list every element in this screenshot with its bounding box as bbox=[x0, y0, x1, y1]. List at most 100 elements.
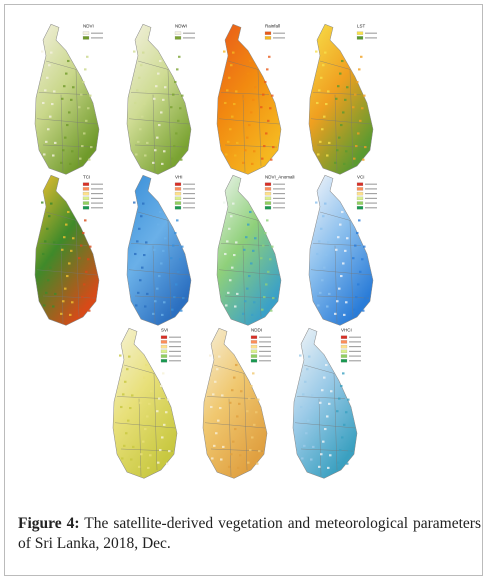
legend-swatch bbox=[160, 354, 168, 358]
pixel-patch bbox=[135, 153, 138, 156]
pixel-patch bbox=[337, 236, 340, 239]
pixel-patch bbox=[232, 51, 235, 54]
pixel-patch bbox=[327, 90, 330, 93]
pixel-patch bbox=[248, 123, 251, 127]
legend-text-placeholder bbox=[273, 207, 285, 209]
legend-text-placeholder bbox=[273, 37, 285, 39]
pixel-patch bbox=[85, 270, 88, 273]
legend-text-placeholder bbox=[273, 197, 285, 199]
pixel-patch bbox=[79, 157, 82, 160]
pixel-patch bbox=[159, 59, 162, 63]
pixel-patch bbox=[52, 305, 55, 308]
pixel-patch bbox=[140, 453, 143, 456]
legend-swatch bbox=[174, 191, 182, 196]
pixel-patch bbox=[319, 291, 322, 294]
legend-swatch bbox=[160, 359, 168, 363]
pixel-patch bbox=[158, 275, 161, 278]
legend-swatch bbox=[160, 340, 168, 344]
pixel-patch bbox=[325, 103, 328, 106]
pixel-patch bbox=[323, 266, 326, 269]
pixel-patch bbox=[345, 150, 348, 153]
pixel-patch bbox=[242, 312, 245, 315]
pixel-patch bbox=[164, 237, 167, 240]
legend-swatch bbox=[82, 187, 90, 191]
legend-text-placeholder bbox=[183, 188, 195, 190]
pixel-patch bbox=[245, 85, 248, 88]
pixel-patch bbox=[62, 300, 65, 303]
legend-text-placeholder bbox=[259, 336, 271, 338]
pixel-patch bbox=[231, 115, 234, 118]
pixel-patch bbox=[236, 292, 239, 295]
pixel-patch bbox=[232, 202, 235, 205]
pixel-patch bbox=[171, 308, 174, 311]
legend-swatch bbox=[82, 182, 90, 186]
pixel-patch bbox=[80, 244, 83, 247]
legend-swatch bbox=[82, 196, 90, 201]
pixel-patch bbox=[251, 162, 254, 165]
legend-text-placeholder bbox=[169, 355, 181, 357]
pixel-patch bbox=[253, 150, 256, 153]
pixel-patch bbox=[308, 355, 311, 358]
district-lines bbox=[218, 60, 280, 173]
pixel-patch bbox=[218, 355, 221, 358]
pixel-patch bbox=[324, 428, 327, 431]
legend-text-placeholder bbox=[349, 336, 361, 338]
pixel-patch bbox=[134, 252, 137, 256]
legend-swatch bbox=[174, 201, 182, 205]
pixel-patch bbox=[129, 407, 132, 410]
pixel-patch bbox=[48, 215, 51, 218]
pixel-patch bbox=[147, 466, 150, 469]
pixel-patch bbox=[326, 305, 329, 308]
pixel-patch bbox=[341, 59, 344, 63]
pixel-patch bbox=[328, 141, 331, 144]
legend-text-placeholder bbox=[273, 183, 285, 185]
pixel-patch bbox=[245, 236, 248, 239]
pixel-patch bbox=[358, 68, 361, 71]
pixel-patch bbox=[89, 245, 92, 248]
pixel-patch bbox=[236, 141, 239, 144]
pixel-patch bbox=[81, 296, 84, 299]
pixel-patch bbox=[303, 444, 306, 447]
pixel-patch bbox=[341, 436, 344, 439]
district-lines bbox=[310, 60, 372, 173]
pixel-patch bbox=[228, 76, 231, 79]
pixel-patch bbox=[84, 219, 87, 222]
pixel-patch bbox=[320, 227, 323, 230]
pixel-patch bbox=[68, 111, 71, 114]
pixel-patch bbox=[240, 390, 243, 393]
map-panel: NDWI bbox=[126, 23, 195, 175]
pixel-patch bbox=[262, 93, 265, 96]
pixel-patch bbox=[158, 123, 161, 127]
island-map bbox=[216, 23, 282, 175]
pixel-patch bbox=[170, 257, 173, 260]
pixel-patch bbox=[252, 98, 255, 101]
pixel-patch bbox=[323, 376, 326, 379]
pixel-patch bbox=[250, 262, 253, 265]
pixel-patch bbox=[65, 72, 68, 75]
pixel-patch bbox=[223, 50, 226, 53]
pixel-patch bbox=[315, 201, 318, 204]
pixel-patch bbox=[162, 249, 165, 252]
legend-text-placeholder bbox=[169, 360, 181, 362]
pixel-patch bbox=[352, 257, 355, 260]
pixel-patch bbox=[144, 305, 147, 308]
pixel-patch bbox=[145, 363, 148, 367]
pixel-patch bbox=[140, 215, 143, 218]
pixel-patch bbox=[316, 101, 319, 105]
pixel-patch bbox=[341, 210, 344, 214]
pixel-patch bbox=[340, 123, 343, 127]
pixel-patch bbox=[339, 72, 342, 75]
pixel-patch bbox=[224, 101, 227, 105]
pixel-patch bbox=[154, 300, 157, 303]
pixel-patch bbox=[347, 398, 350, 401]
pixel-patch bbox=[258, 450, 261, 453]
pixel-patch bbox=[328, 292, 331, 295]
pixel-patch bbox=[170, 106, 173, 109]
pixel-patch bbox=[219, 407, 222, 410]
pixel-patch bbox=[49, 115, 52, 118]
pixel-patch bbox=[323, 115, 326, 118]
pixel-patch bbox=[249, 210, 252, 214]
pixel-patch bbox=[90, 297, 93, 300]
district-lines bbox=[128, 211, 190, 324]
pixel-patch bbox=[263, 145, 266, 148]
